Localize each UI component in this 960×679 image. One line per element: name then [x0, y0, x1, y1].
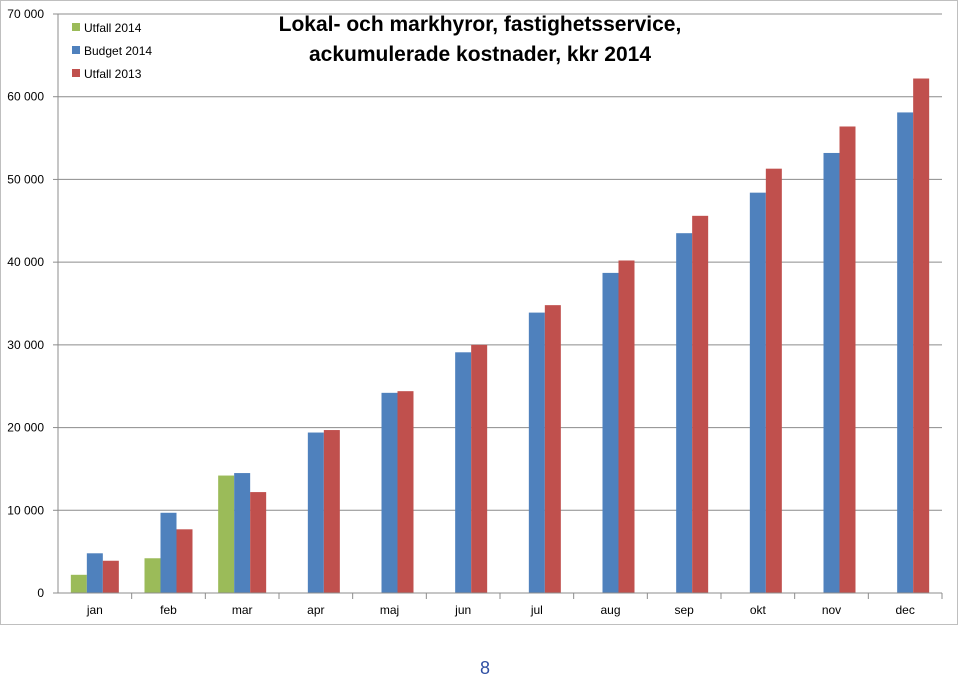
bar-budget-2014-apr [307, 432, 324, 593]
x-tick-label: jul [530, 603, 543, 617]
bar-utfall-2013-okt [765, 168, 782, 593]
x-tick-label: aug [600, 603, 620, 617]
bar-budget-2014-maj [381, 392, 398, 593]
bar-utfall-2013-nov [839, 126, 856, 594]
x-tick-label: apr [307, 603, 324, 617]
chart-title-line-1: Lokal- och markhyror, fastighetsservice, [279, 13, 682, 36]
bar-budget-2014-feb [160, 512, 177, 593]
y-tick-label: 50 000 [7, 172, 44, 186]
bar-budget-2014-dec [897, 112, 914, 594]
legend-label: Utfall 2013 [84, 67, 142, 81]
bar-utfall-2014-feb [144, 558, 161, 593]
legend-swatch [72, 23, 80, 31]
bar-utfall-2014-jan [70, 574, 87, 593]
axes: 0 10 000 20 000 30 000 40 000 50 000 60 000 70 … [7, 7, 943, 617]
legend-label: Budget 2014 [84, 44, 152, 58]
bar-utfall-2013-feb [176, 529, 193, 593]
y-tick-label: 60 000 [7, 90, 44, 104]
x-tick-label: mar [232, 603, 253, 617]
legend-swatch [72, 69, 80, 77]
bar-budget-2014-sep [676, 233, 693, 593]
y-tick-label: 70 000 [7, 7, 44, 21]
bar-budget-2014-aug [602, 272, 619, 593]
y-tick-label: 0 [37, 586, 44, 600]
bar-utfall-2013-dec [913, 78, 930, 593]
bar-utfall-2013-aug [618, 260, 635, 593]
bar-budget-2014-okt [749, 192, 766, 594]
bar-utfall-2013-jun [471, 344, 488, 593]
x-tick-label: jan [86, 603, 103, 617]
x-tick-label: sep [674, 603, 694, 617]
y-tick-label: 20 000 [7, 421, 44, 435]
x-tick-label: dec [895, 603, 914, 617]
legend-swatch [72, 46, 80, 54]
bar-chart: 0 10 000 20 000 30 000 40 000 50 000 60 000 70 … [7, 7, 943, 617]
bar-utfall-2013-mar [250, 492, 267, 593]
bar-budget-2014-mar [234, 473, 251, 593]
bar-budget-2014-jan [86, 553, 103, 593]
x-tick-label: jun [454, 603, 471, 617]
x-tick-label: feb [160, 603, 177, 617]
bar-utfall-2013-maj [397, 391, 414, 593]
bar-budget-2014-jun [455, 352, 472, 593]
bar-utfall-2013-jul [544, 305, 561, 593]
y-tick-label: 30 000 [7, 338, 44, 352]
bar-utfall-2013-sep [692, 215, 709, 593]
gridlines [58, 13, 942, 511]
y-tick-label: 40 000 [7, 255, 44, 269]
x-tick-label: maj [380, 603, 399, 617]
page-number: 8 [479, 658, 490, 678]
bar-utfall-2014-mar [218, 475, 235, 593]
bar-utfall-2013-jan [102, 560, 119, 593]
x-tick-label: okt [750, 603, 767, 617]
chart-title-line-2: ackumulerade kostnader, kkr 2014 [309, 43, 651, 66]
x-tick-label: nov [822, 603, 841, 617]
bar-budget-2014-jul [528, 312, 545, 593]
legend-label: Utfall 2014 [84, 21, 142, 35]
y-tick-label: 10 000 [7, 503, 44, 517]
bar-budget-2014-nov [823, 152, 840, 593]
bars [70, 78, 930, 594]
legend: Utfall 2014 Budget 2014 Utfall 2013 [72, 21, 152, 81]
bar-utfall-2013-apr [323, 430, 340, 593]
